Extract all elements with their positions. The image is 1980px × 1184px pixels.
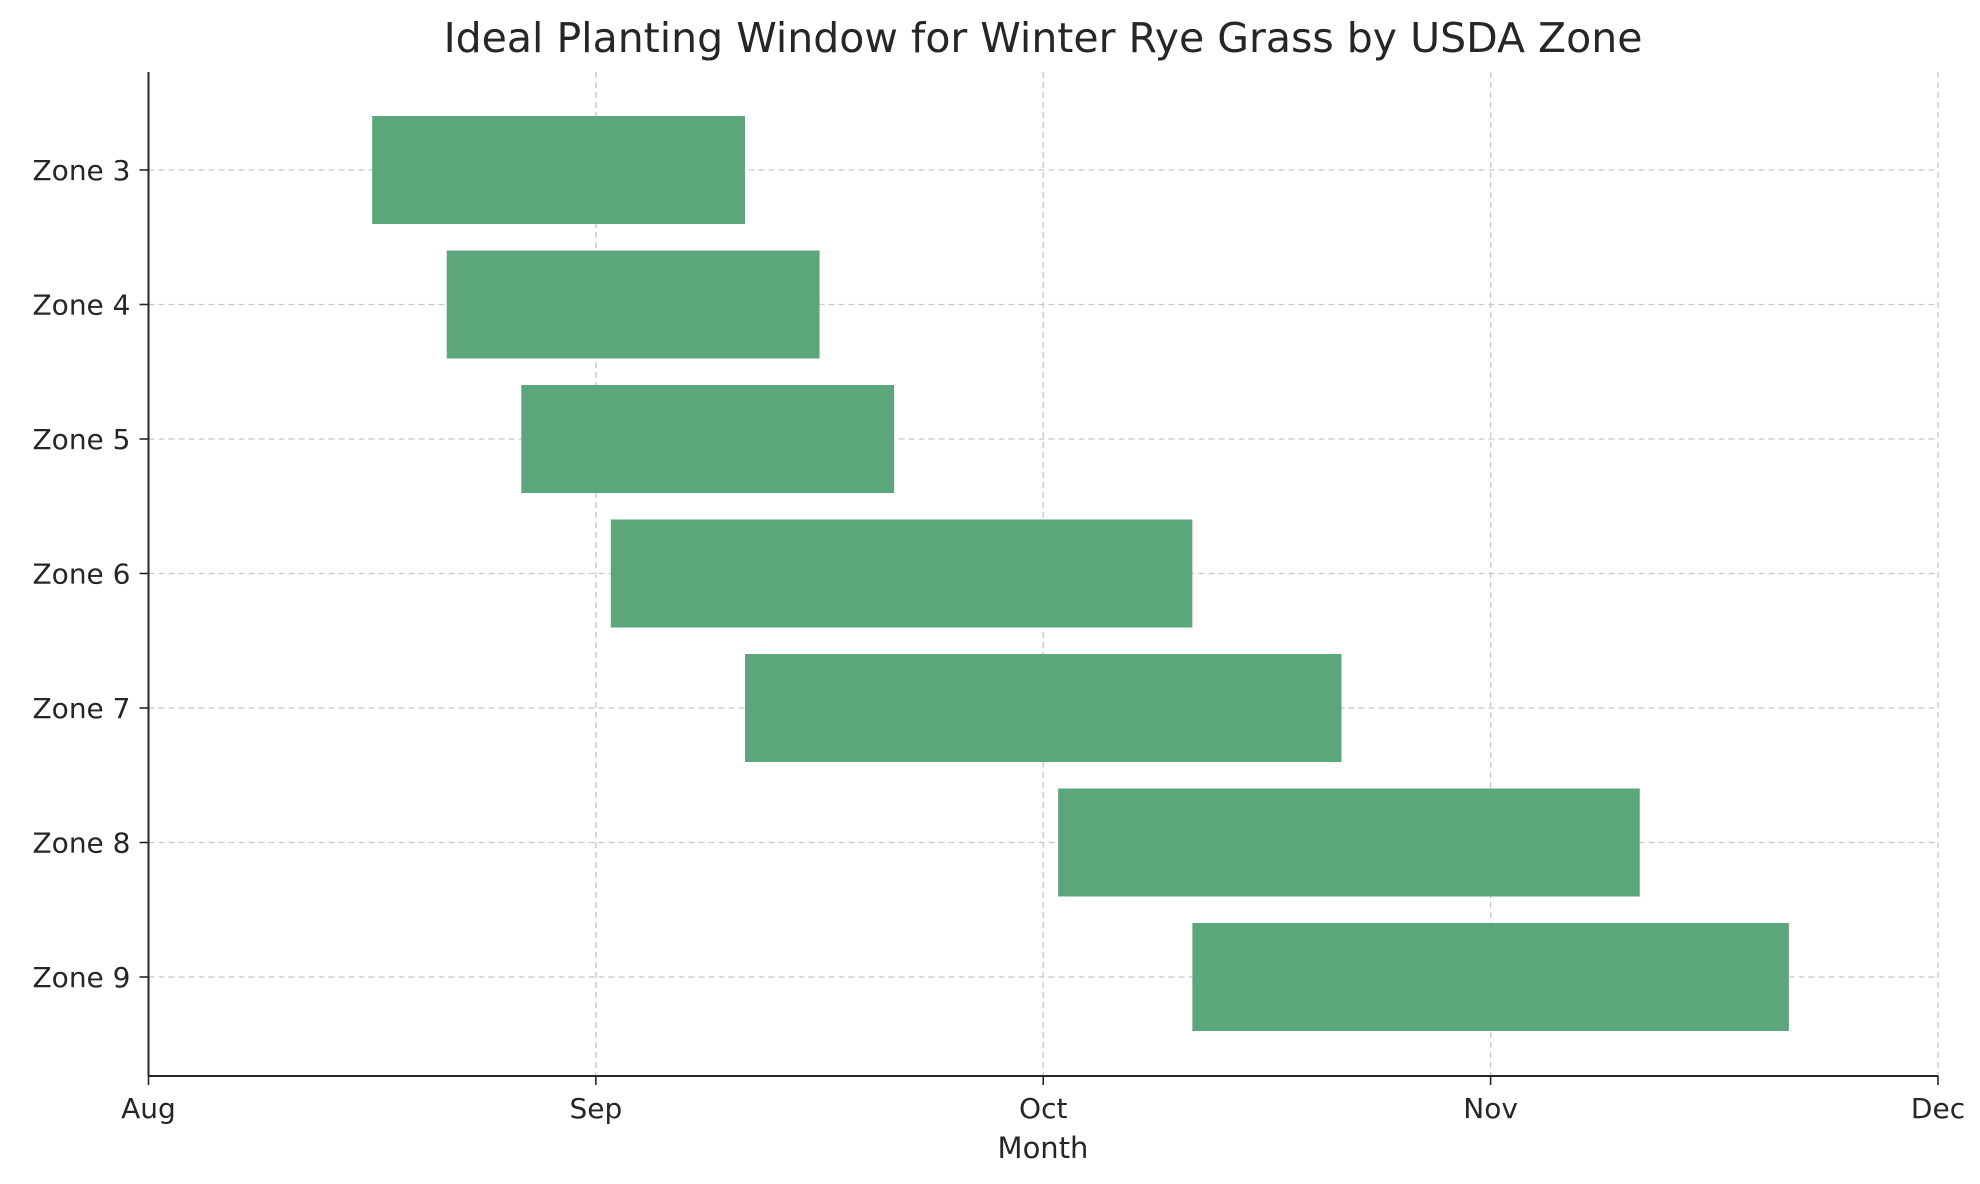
bar-zone-3 bbox=[372, 116, 745, 224]
bar-zone-8 bbox=[1058, 788, 1640, 897]
y-ticks: Zone 3 Zone 4 Zone 5 Zone 6 Zone 7 Zone 8 Zone… bbox=[33, 154, 149, 994]
bar-zone-7 bbox=[745, 654, 1342, 762]
x-tick-label: Sep bbox=[569, 1092, 622, 1125]
y-tick-label: Zone 6 bbox=[33, 558, 131, 591]
bars bbox=[372, 116, 1789, 1031]
y-tick-label: Zone 9 bbox=[33, 961, 131, 994]
x-axis-label: Month bbox=[998, 1131, 1089, 1165]
bar-zone-6 bbox=[610, 519, 1193, 628]
bar-zone-4 bbox=[446, 250, 820, 359]
y-tick-label: Zone 3 bbox=[33, 154, 131, 187]
y-tick-label: Zone 5 bbox=[33, 423, 131, 456]
bar-zone-9 bbox=[1192, 923, 1789, 1031]
x-ticks: Aug Sep Oct Nov Dec bbox=[121, 1076, 1965, 1125]
x-tick-label: Dec bbox=[1911, 1092, 1965, 1125]
y-tick-label: Zone 8 bbox=[33, 827, 131, 860]
y-tick-label: Zone 4 bbox=[33, 289, 131, 322]
x-tick-label: Nov bbox=[1463, 1092, 1518, 1125]
x-tick-label: Aug bbox=[121, 1092, 176, 1125]
y-tick-label: Zone 7 bbox=[33, 692, 131, 725]
chart-title: Ideal Planting Window for Winter Rye Gra… bbox=[444, 14, 1643, 62]
bar-zone-5 bbox=[521, 385, 895, 493]
x-tick-label: Oct bbox=[1019, 1092, 1067, 1125]
